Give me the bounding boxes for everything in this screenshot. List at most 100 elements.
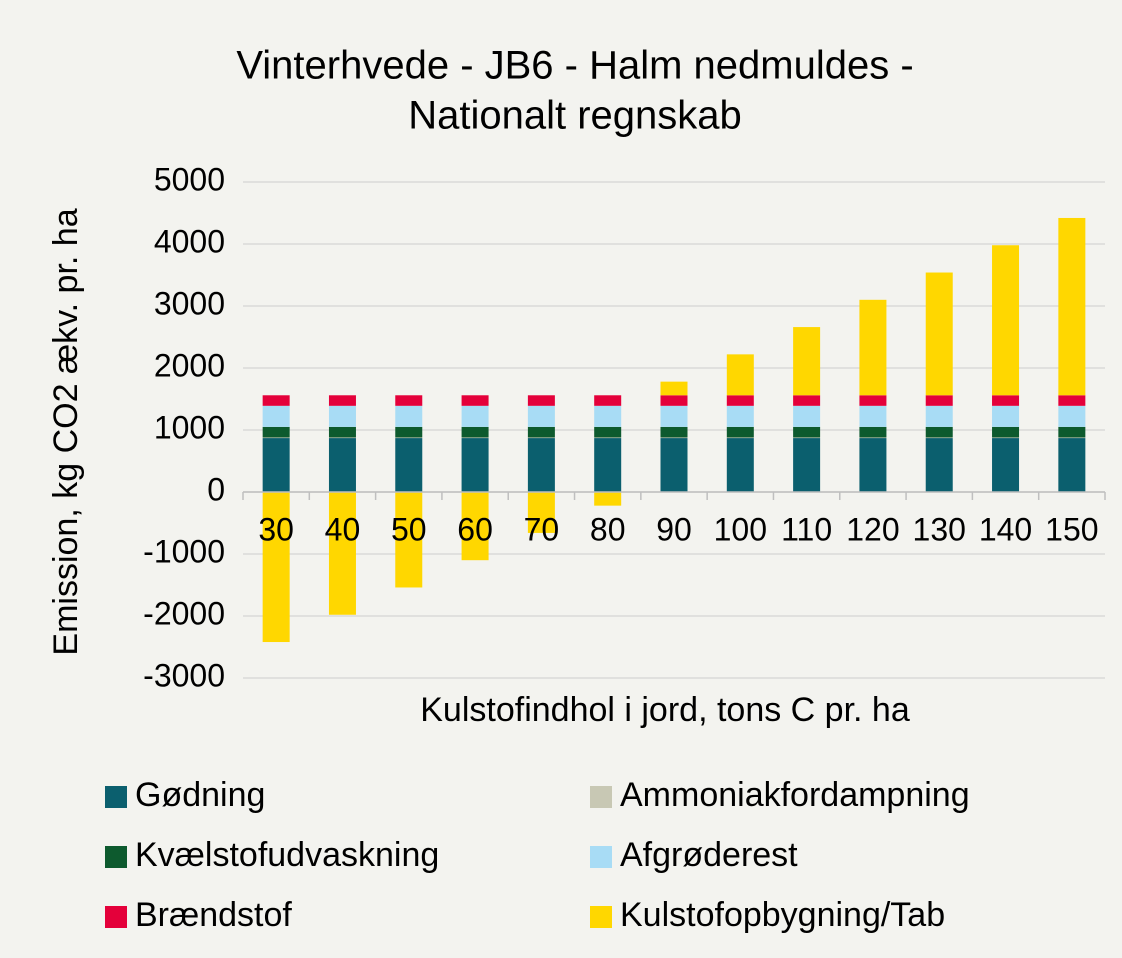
bar-segment: [660, 405, 688, 427]
bar-segment: [660, 437, 688, 439]
bar-segment: [527, 438, 555, 492]
bar-segment: [859, 405, 887, 427]
bar-segment: [793, 437, 821, 439]
y-tick-label: 5000: [154, 161, 225, 197]
bar-segment: [262, 438, 290, 492]
chart-title: Vinterhvede - JB6 - Halm nedmuldes -: [236, 44, 913, 88]
bar-segment: [726, 405, 754, 427]
bar-segment: [527, 405, 555, 427]
bar-segment: [328, 492, 356, 615]
bar-segment: [594, 395, 622, 406]
bar-segment: [793, 405, 821, 427]
bar-segment: [594, 426, 622, 438]
bar-segment: [1058, 438, 1086, 492]
bar-segment: [859, 395, 887, 406]
bar-segment: [992, 426, 1020, 438]
bar-segment: [660, 438, 688, 492]
bar-segment: [726, 426, 754, 438]
legend-swatch: [105, 846, 127, 868]
x-tick-label: 130: [913, 511, 966, 547]
y-axis-label: Emission, kg CO2 ækv. pr. ha: [47, 208, 85, 655]
x-tick-label: 40: [325, 511, 361, 547]
y-tick-label: 2000: [154, 347, 225, 383]
bar-segment: [461, 426, 489, 438]
bar-segment: [1058, 426, 1086, 438]
x-tick-label: 140: [979, 511, 1032, 547]
bar-segment: [461, 395, 489, 406]
y-tick-label: -1000: [143, 533, 225, 569]
y-tick-label: -3000: [143, 657, 225, 693]
bar-segment: [461, 438, 489, 492]
bar-segment: [992, 245, 1020, 396]
bar-segment: [992, 405, 1020, 427]
legend-label: Kulstofopbygning/Tab: [620, 896, 945, 934]
bar-segment: [395, 438, 423, 492]
y-tick-label: 1000: [154, 409, 225, 445]
y-tick-label: 4000: [154, 223, 225, 259]
bar-segment: [527, 395, 555, 406]
bar-segment: [859, 299, 887, 396]
bar-segment: [395, 437, 423, 439]
bar-segment: [992, 437, 1020, 439]
bar-segment: [660, 426, 688, 438]
x-tick-label: 50: [391, 511, 427, 547]
x-tick-label: 30: [258, 511, 294, 547]
bar-segment: [262, 426, 290, 438]
bar-segment: [660, 381, 688, 396]
bar-segment: [395, 426, 423, 438]
y-tick-label: -2000: [143, 595, 225, 631]
bar-segment: [859, 438, 887, 492]
bar-segment: [726, 354, 754, 396]
legend-swatch: [590, 786, 612, 808]
bar-segment: [726, 437, 754, 439]
bar-segment: [527, 492, 555, 533]
bar-segment: [527, 426, 555, 438]
legend-label: Gødning: [135, 776, 265, 814]
bar-segment: [262, 405, 290, 427]
bar-segment: [925, 395, 953, 406]
x-tick-label: 150: [1045, 511, 1098, 547]
x-tick-label: 60: [457, 511, 493, 547]
bar-segment: [262, 395, 290, 406]
bar-segment: [461, 437, 489, 439]
legend-swatch: [105, 906, 127, 928]
bar-segment: [859, 437, 887, 439]
bar-segment: [726, 438, 754, 492]
bar-segment: [925, 437, 953, 439]
y-tick-label: 0: [207, 471, 225, 507]
bar-segment: [395, 492, 423, 588]
bar-segment: [859, 426, 887, 438]
bar-segment: [527, 437, 555, 439]
bar-segment: [395, 395, 423, 406]
bar-segment: [726, 395, 754, 406]
bar-segment: [328, 426, 356, 438]
bar-segment: [793, 327, 821, 396]
bar-segment: [395, 405, 423, 427]
bar-segment: [925, 426, 953, 438]
bar-segment: [925, 272, 953, 396]
x-axis-label: Kulstofindhol i jord, tons C pr. ha: [420, 691, 910, 729]
x-tick-label: 110: [781, 511, 832, 547]
bar-segment: [793, 426, 821, 438]
bar-segment: [925, 405, 953, 427]
bar-segment: [594, 492, 622, 506]
bar-segment: [461, 405, 489, 427]
legend-swatch: [590, 846, 612, 868]
legend-swatch: [105, 786, 127, 808]
bar-segment: [1058, 217, 1086, 396]
bar-segment: [793, 438, 821, 492]
bar-segment: [1058, 405, 1086, 427]
bar-segment: [793, 395, 821, 406]
legend-label: Brændstof: [135, 896, 292, 934]
legend-swatch: [590, 906, 612, 928]
bar-segment: [262, 492, 290, 643]
x-tick-label: 100: [714, 511, 767, 547]
chart-subtitle: Nationalt regnskab: [408, 94, 742, 138]
bar-segment: [461, 492, 489, 561]
bar-segment: [992, 438, 1020, 492]
bar-segment: [328, 395, 356, 406]
bar-segment: [925, 438, 953, 492]
x-tick-label: 70: [524, 511, 560, 547]
